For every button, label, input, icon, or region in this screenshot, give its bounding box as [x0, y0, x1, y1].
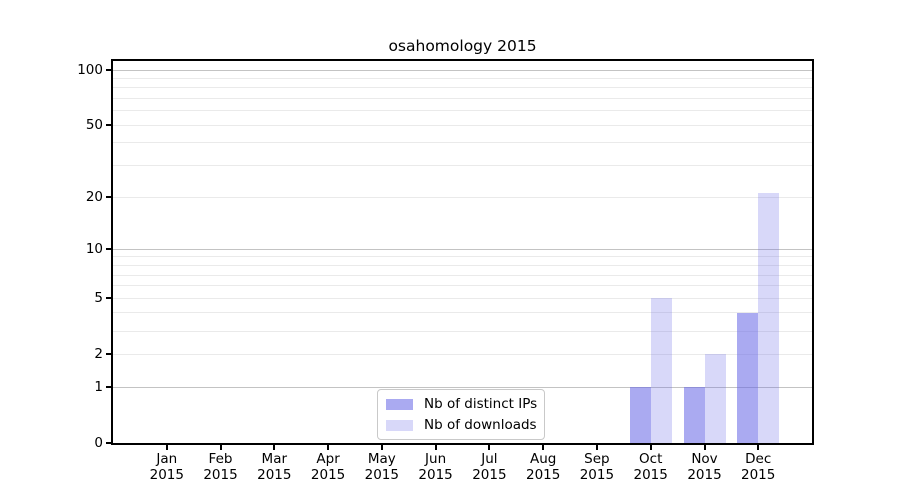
gridline-y-70 — [113, 98, 812, 100]
gridline-y-50 — [113, 124, 812, 126]
gridline-y-6 — [113, 285, 812, 287]
x-tick-label-nov: Nov 2015 — [687, 451, 722, 483]
gridline-y-3 — [113, 330, 812, 332]
x-tick-jul — [488, 445, 491, 450]
legend-entry-downloads: Nb of downloads — [386, 417, 537, 433]
y-tick-5 — [106, 297, 111, 300]
x-tick-label-aug: Aug 2015 — [526, 451, 561, 483]
gridline-y-4 — [113, 312, 812, 314]
y-tick-label-10: 10 — [85, 241, 103, 258]
x-tick-label-feb: Feb 2015 — [203, 451, 238, 483]
gridline-y-7 — [113, 274, 812, 276]
gridline-y-100 — [113, 69, 812, 71]
x-tick-label-dec: Dec 2015 — [741, 451, 776, 483]
x-tick-feb — [219, 445, 222, 450]
x-tick-apr — [327, 445, 330, 450]
x-tick-aug — [542, 445, 545, 450]
y-tick-0 — [106, 442, 111, 444]
gridline-y-90 — [113, 78, 812, 79]
gridline-y-9 — [113, 256, 812, 258]
y-tick-label-2: 2 — [94, 346, 103, 363]
x-tick-label-jul: Jul 2015 — [472, 451, 507, 483]
gridline-y-80 — [113, 87, 812, 89]
legend: Nb of distinct IPs Nb of downloads — [377, 389, 545, 440]
gridline-y-1 — [113, 386, 812, 388]
y-tick-label-50: 50 — [85, 117, 103, 134]
x-tick-jan — [165, 445, 168, 450]
y-tick-50 — [106, 124, 111, 127]
x-tick-label-sep: Sep 2015 — [579, 451, 615, 483]
y-tick-20 — [106, 196, 111, 198]
plot-area — [111, 59, 814, 445]
y-tick-10 — [106, 248, 111, 251]
gridline-y-30 — [113, 165, 812, 166]
legend-swatch-downloads — [386, 419, 413, 431]
bar-distinct-ips-oct — [629, 387, 651, 443]
x-tick-label-may: May 2015 — [364, 451, 399, 483]
gridline-y-10 — [113, 248, 812, 250]
y-tick-label-20: 20 — [85, 189, 103, 205]
bar-downloads-oct — [650, 298, 672, 443]
legend-label-downloads: Nb of downloads — [424, 417, 537, 433]
y-tick-label-0: 0 — [94, 435, 103, 451]
y-tick-label-5: 5 — [94, 290, 103, 307]
bar-downloads-nov — [704, 354, 726, 443]
x-tick-label-mar: Mar 2015 — [257, 451, 292, 483]
bar-downloads-dec — [758, 193, 780, 443]
gridline-y-20 — [113, 196, 812, 198]
y-tick-1 — [106, 386, 111, 388]
bar-distinct-ips-nov — [683, 387, 705, 443]
x-tick-may — [380, 445, 383, 450]
y-tick-2 — [106, 353, 111, 356]
x-tick-mar — [273, 445, 276, 450]
x-tick-label-apr: Apr 2015 — [310, 451, 346, 483]
chart-title: osahomology 2015 — [388, 37, 537, 55]
gridline-y-60 — [113, 110, 812, 112]
gridline-y-8 — [113, 265, 812, 266]
x-tick-label-oct: Oct 2015 — [633, 451, 668, 483]
gridline-y-40 — [113, 142, 812, 144]
x-tick-nov — [703, 445, 706, 450]
legend-swatch-distinct-ips — [386, 398, 413, 410]
legend-label-distinct-ips: Nb of distinct IPs — [424, 396, 538, 412]
y-tick-100 — [106, 69, 111, 72]
x-tick-jun — [434, 445, 437, 450]
bar-distinct-ips-dec — [737, 312, 759, 443]
y-tick-label-1: 1 — [94, 379, 103, 395]
gridline-y-2 — [113, 353, 812, 355]
gridline-y-5 — [113, 297, 812, 299]
x-tick-sep — [595, 445, 598, 450]
x-tick-oct — [649, 445, 652, 450]
legend-entry-distinct-ips: Nb of distinct IPs — [386, 396, 538, 412]
x-tick-label-jun: Jun 2015 — [418, 451, 453, 483]
x-tick-label-jan: Jan 2015 — [149, 451, 184, 483]
x-tick-dec — [757, 445, 760, 450]
y-tick-label-100: 100 — [77, 62, 103, 79]
